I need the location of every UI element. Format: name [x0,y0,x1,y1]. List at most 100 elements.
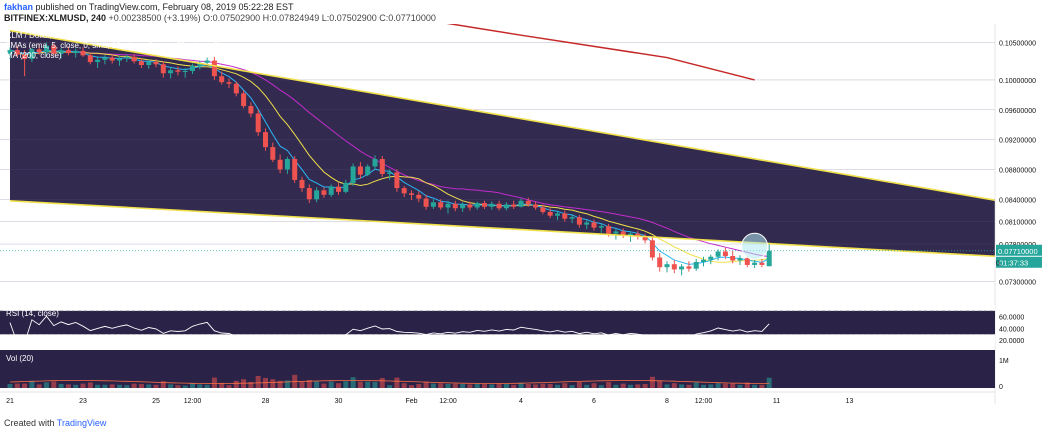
volume-bar [277,380,283,388]
candle [598,223,604,233]
candle-body [336,186,341,192]
candle-body [576,217,582,225]
volume-bar [562,383,568,388]
candle [642,233,648,244]
volume-bar [80,383,86,388]
volume-bar [540,383,546,388]
price-tick-label: 0.08400000 [999,197,1036,204]
candle [540,204,546,215]
candle-body [284,159,290,170]
candle [365,164,371,177]
author-name[interactable]: fakhan [4,2,34,12]
candle-body [511,204,517,207]
time-tick-label: 12:00 [695,398,713,405]
candle [533,201,539,210]
candle [29,47,35,63]
candle-body [263,132,268,148]
candle [65,46,71,56]
volume-bar [664,384,670,388]
volume-bar [489,384,495,388]
price-tick-label: 0.10500000 [999,41,1036,48]
candle-body [744,258,750,265]
price-tick-label: 0.09600000 [999,108,1036,115]
candle [102,55,108,65]
volume-bar [452,383,458,388]
volume-bar [628,384,633,388]
candle-body [533,204,539,208]
volume-bar [715,383,721,388]
candle [416,191,422,203]
candle-body [306,188,312,200]
candle [671,259,677,274]
time-tick-label: Feb [405,398,417,405]
ohlc-label: O:0.07502900 H:0.07824949 L:0.07502900 C… [203,13,436,23]
candle [409,190,414,201]
volume-bar [693,382,699,388]
candle [219,71,225,85]
candle-body [219,76,225,83]
volume-bar [737,384,743,388]
volume-bar [7,384,13,388]
candle-body [664,264,670,268]
candle [701,256,706,267]
candle-body [679,266,685,270]
candle-body [372,159,378,167]
volume-bar [401,383,407,388]
volume-bar [642,384,648,388]
candle-body [569,217,575,219]
price-tick-label: 0.10000000 [999,78,1036,85]
candle-body [562,213,568,219]
candle [306,184,312,204]
candle-body [233,83,239,94]
volume-bar [248,382,254,388]
volume-bar [649,376,655,388]
candle [73,48,79,58]
volume-bar [445,384,451,388]
candle-body [321,190,327,195]
volume-bar [321,383,327,388]
symbol-label: BITFINEX:XLMUSD, 240 [4,13,107,23]
volume-bar [598,385,604,388]
footer: Created with TradingView [4,418,106,428]
candle-body [693,261,699,269]
candle [263,128,268,151]
candle-body [547,211,553,216]
candle-body [540,207,546,212]
candle [226,78,232,89]
time-tick-label: 28 [262,398,270,405]
candle-body [496,203,502,209]
rsi-tick-label: 60.0000 [999,315,1024,322]
volume-bar [591,383,597,388]
volume-bar [211,377,217,388]
candle [569,214,575,224]
ma-legend-text: 3MAs (ema, 5, close, 0, sma, 10, close, … [6,41,221,50]
candle-body [525,200,531,205]
candle [737,255,743,265]
volume-bar [36,384,42,388]
volume-bar [284,380,290,388]
volume-bar [29,380,35,388]
candle [255,109,261,136]
candle [562,210,568,222]
volume-bar [255,376,261,388]
candle-body [518,200,524,207]
candle-body [416,194,422,199]
candle-body [153,62,159,65]
trendline [9,29,1003,203]
volume-bar [51,381,57,388]
volume-bar [511,384,517,388]
rsi-tick-label: 40.0000 [999,326,1024,333]
tradingview-logo[interactable]: TradingView [56,418,107,428]
candle-body [255,113,261,133]
candle-body [671,264,677,270]
candle [22,50,28,77]
candle-body [489,203,495,207]
volume-bar [423,381,429,388]
candle-body [146,62,152,66]
volume-bar [730,383,736,388]
candle-body [708,256,714,260]
volume-bar [146,384,152,388]
candle [80,47,86,57]
candle [270,142,276,162]
